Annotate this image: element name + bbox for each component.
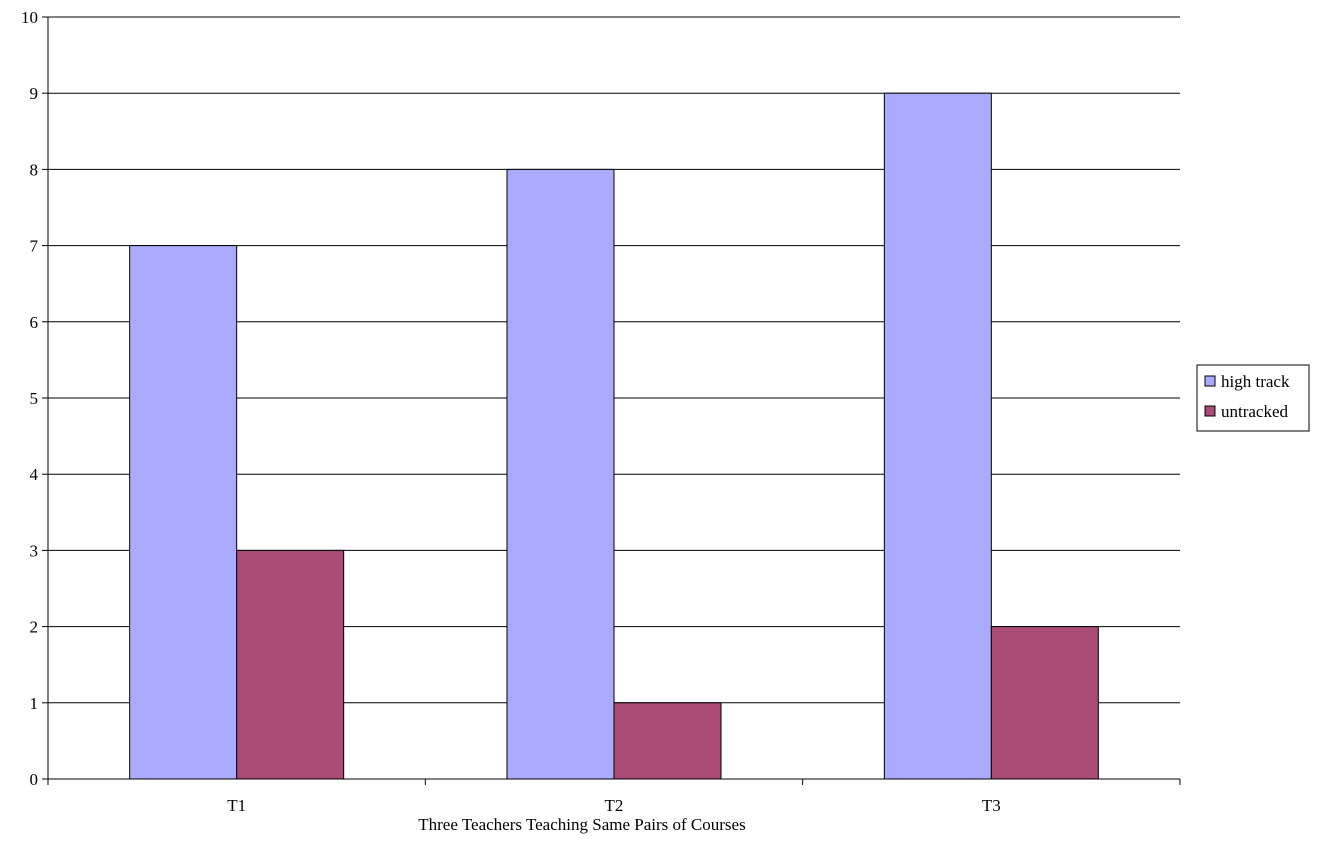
y-tick-label: 4 (30, 465, 39, 484)
y-axis: 0 1 2 3 4 5 6 7 8 9 10 (21, 8, 49, 789)
bars (129, 92, 1099, 780)
y-tick-label: 6 (30, 313, 39, 332)
legend-box (1196, 364, 1310, 432)
y-tick-label: 1 (30, 694, 39, 713)
y-tick-label: 8 (30, 160, 39, 179)
x-tick-label: T3 (982, 796, 1001, 815)
y-tick-label: 0 (30, 770, 39, 789)
x-axis-title: Three Teachers Teaching Same Pairs of Co… (418, 815, 745, 834)
legend-swatch (1204, 375, 1216, 387)
y-tick-label: 9 (30, 84, 39, 103)
bar-high-track-T2 (506, 168, 615, 780)
bar-untracked-T3 (990, 626, 1099, 780)
y-tick-label: 5 (30, 389, 39, 408)
y-tick-label: 2 (30, 618, 39, 637)
bar-untracked-T2 (613, 702, 722, 780)
x-tick-label: T1 (227, 796, 246, 815)
x-axis: T1 T2 T3 (47, 778, 1181, 815)
legend-swatch (1204, 405, 1216, 417)
legend-label: high track (1221, 372, 1290, 391)
legend: high track untracked (1196, 364, 1310, 432)
y-tick-label: 7 (30, 237, 39, 256)
legend-label: untracked (1221, 402, 1289, 421)
x-tick-label: T2 (605, 796, 624, 815)
bar-high-track-T1 (129, 245, 238, 780)
bar-high-track-T3 (883, 92, 992, 780)
y-tick-label: 3 (30, 541, 39, 560)
y-tick-label: 10 (21, 8, 38, 27)
bar-untracked-T1 (236, 549, 345, 780)
